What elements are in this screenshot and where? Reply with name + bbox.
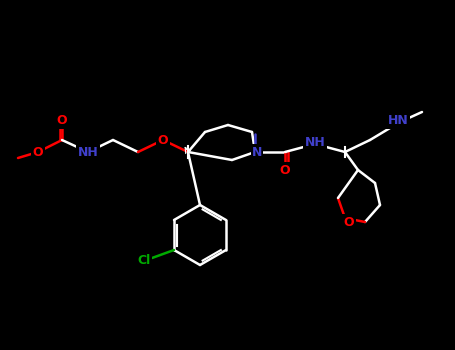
Text: O: O bbox=[57, 114, 67, 127]
Text: NH: NH bbox=[305, 136, 325, 149]
Text: O: O bbox=[344, 216, 354, 229]
Text: HN: HN bbox=[388, 114, 409, 127]
Text: O: O bbox=[280, 163, 290, 176]
Text: Cl: Cl bbox=[137, 253, 151, 266]
Text: O: O bbox=[158, 133, 168, 147]
Text: N: N bbox=[252, 146, 262, 159]
Text: NH: NH bbox=[78, 147, 98, 160]
Text: O: O bbox=[33, 146, 43, 159]
